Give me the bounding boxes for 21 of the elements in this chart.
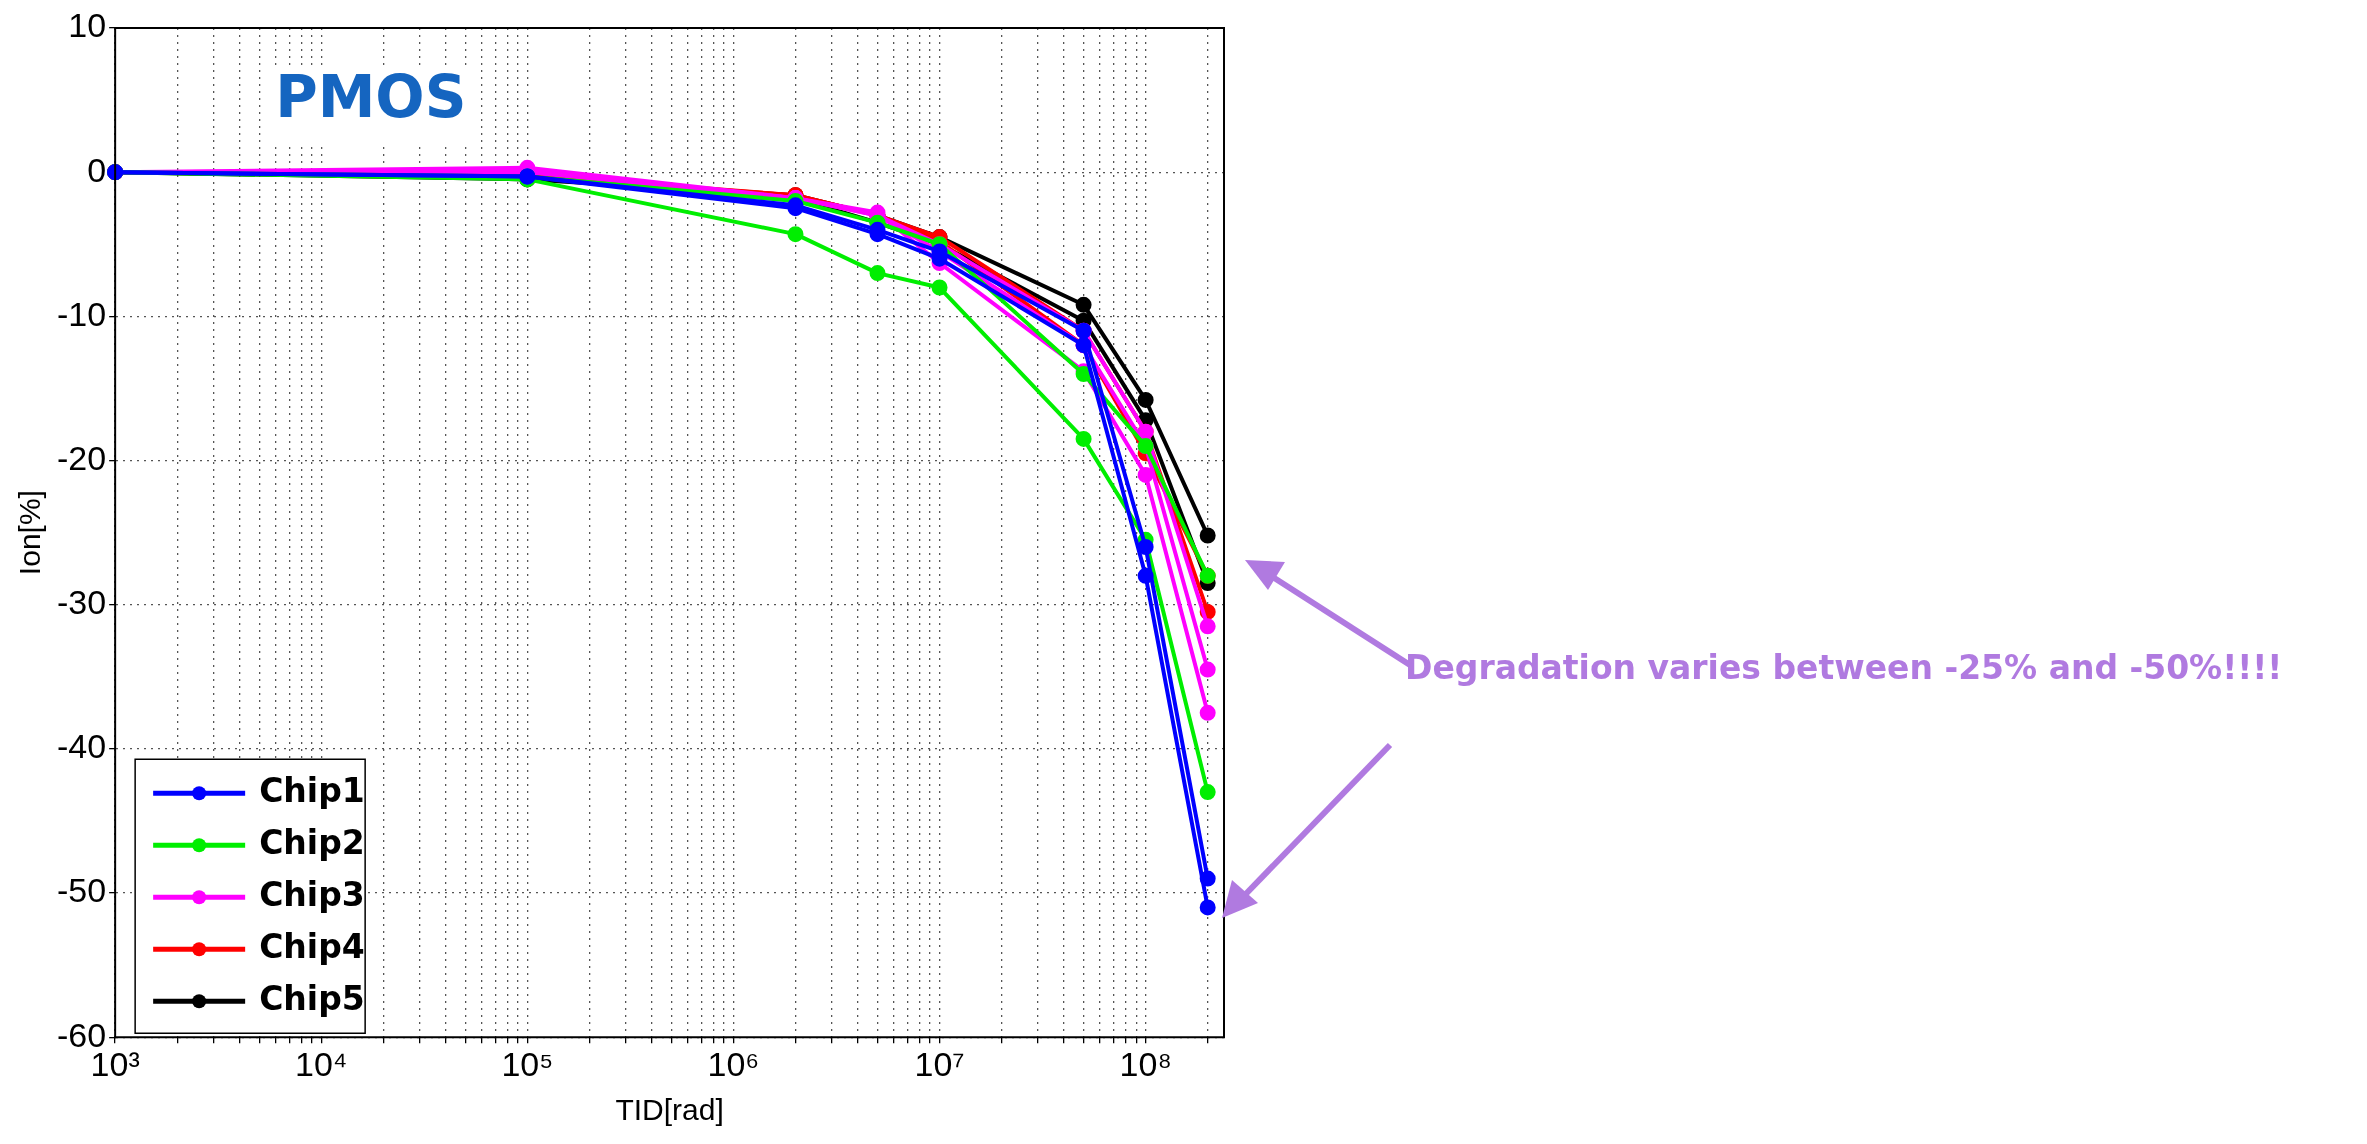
legend-label: Chip5 bbox=[259, 978, 365, 1018]
x-tick-label: 10⁶ bbox=[707, 1044, 760, 1083]
text: Degradation varies between -25% and -50%!!!! bbox=[1405, 648, 2283, 687]
x-tick-label: 10⁷ bbox=[914, 1044, 965, 1083]
y-tick-label: -20 bbox=[57, 438, 107, 477]
y-tick-label: 10 bbox=[68, 6, 107, 45]
legend-label: Chip3 bbox=[259, 874, 365, 914]
y-tick-label: -30 bbox=[57, 583, 107, 622]
text: PMOS bbox=[275, 63, 467, 132]
y-tick-label: -50 bbox=[57, 871, 107, 910]
x-tick-label: 10⁵ bbox=[501, 1044, 554, 1083]
x-tick-label: 10⁸ bbox=[1119, 1044, 1172, 1083]
legend-label: Chip4 bbox=[259, 926, 365, 966]
legend-label: Chip1 bbox=[259, 770, 365, 810]
y-axis-title: Ion[%] bbox=[13, 490, 47, 576]
x-axis-title: TID[rad] bbox=[615, 1093, 724, 1127]
y-tick-label: -40 bbox=[57, 727, 107, 766]
y-tick-label: -10 bbox=[57, 294, 107, 333]
x-tick-label: 10⁴ bbox=[295, 1044, 348, 1083]
legend-label: Chip2 bbox=[259, 822, 365, 862]
y-tick-label: 0 bbox=[87, 150, 107, 189]
